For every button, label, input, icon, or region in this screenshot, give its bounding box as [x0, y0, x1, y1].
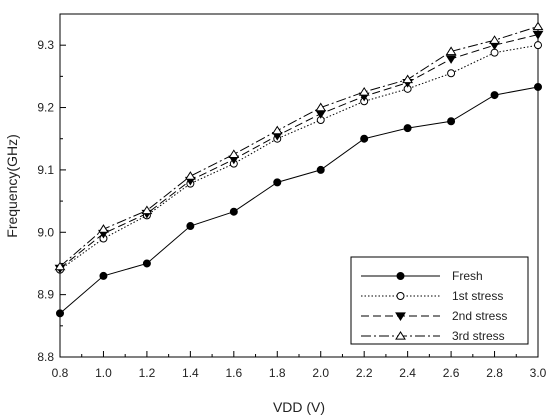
data-point: [534, 82, 542, 91]
tick-group: 0.8 1.0 1.2 1.4 1.6 1.8 2.0 2.2 2.4 2.6 2.8 3.0 8.8 8…: [37, 13, 547, 380]
data-point: [229, 207, 238, 216]
data-point: [273, 178, 282, 187]
y-tick-label: 9.2: [37, 101, 54, 115]
legend-items: Fresh 1st stress 2nd stress 3rd stress: [361, 269, 507, 343]
series-markers: [54, 21, 544, 318]
data-point: [141, 205, 153, 215]
data-point: [184, 171, 196, 180]
y-tick-label: 9.0: [37, 225, 54, 239]
data-point: [315, 110, 327, 119]
x-tick-label: 3.0: [530, 366, 547, 380]
legend-marker: [395, 331, 406, 340]
data-point: [54, 261, 66, 271]
data-point: [186, 222, 195, 231]
data-point: [56, 309, 64, 318]
data-point: [447, 69, 456, 78]
x-tick-label: 2.6: [443, 366, 460, 380]
data-point: [99, 271, 108, 280]
data-point: [315, 102, 327, 112]
x-axis-label: VDD (V): [273, 399, 325, 415]
legend-marker: [395, 312, 406, 321]
legend-marker: [396, 272, 405, 280]
data-point: [534, 41, 542, 50]
data-point: [403, 124, 412, 133]
x-tick-label: 1.6: [225, 366, 242, 380]
data-point: [228, 149, 240, 158]
y-axis-label: Frequency(GHz): [4, 134, 20, 237]
data-point: [532, 30, 544, 40]
data-point: [445, 55, 457, 64]
x-tick-label: 1.2: [139, 366, 156, 380]
legend-label: 3rd stress: [452, 329, 505, 343]
data-point: [445, 46, 457, 56]
x-tick-label: 2.4: [399, 366, 416, 380]
y-tick-label: 8.9: [37, 288, 54, 302]
data-point: [98, 224, 109, 233]
series-line-3: [59, 34, 539, 269]
y-tick-label: 9.3: [37, 38, 54, 52]
legend-box: [350, 256, 529, 345]
series-line-4: [59, 25, 539, 267]
x-tick-label: 1.8: [269, 366, 286, 380]
data-point: [447, 117, 456, 126]
legend-label: Fresh: [452, 269, 483, 283]
data-point: [358, 86, 370, 96]
data-point: [532, 21, 544, 31]
series-line-1: [59, 86, 539, 314]
x-tick-label: 0.8: [52, 366, 69, 380]
data-point: [271, 125, 283, 135]
y-tick-label: 9.1: [37, 163, 54, 177]
data-point: [316, 165, 325, 174]
data-point: [490, 48, 499, 57]
y-tick-label: 8.8: [37, 350, 54, 364]
x-tick-label: 2.2: [356, 366, 373, 380]
x-tick-label: 1.0: [95, 366, 112, 380]
legend-marker: [396, 292, 405, 300]
data-point: [402, 74, 414, 84]
data-point: [142, 259, 151, 268]
series-line-2: [59, 44, 539, 271]
x-tick-label: 1.4: [182, 366, 199, 380]
legend: Fresh 1st stress 2nd stress 3rd stress: [350, 256, 529, 345]
legend-label: 2nd stress: [452, 309, 507, 323]
x-tick-label: 2.8: [486, 366, 503, 380]
series-lines: [59, 25, 539, 314]
legend-label: 1st stress: [452, 289, 503, 303]
data-point: [360, 134, 369, 143]
x-tick-label: 2.0: [312, 366, 329, 380]
data-point: [489, 35, 500, 44]
data-point: [490, 91, 499, 100]
